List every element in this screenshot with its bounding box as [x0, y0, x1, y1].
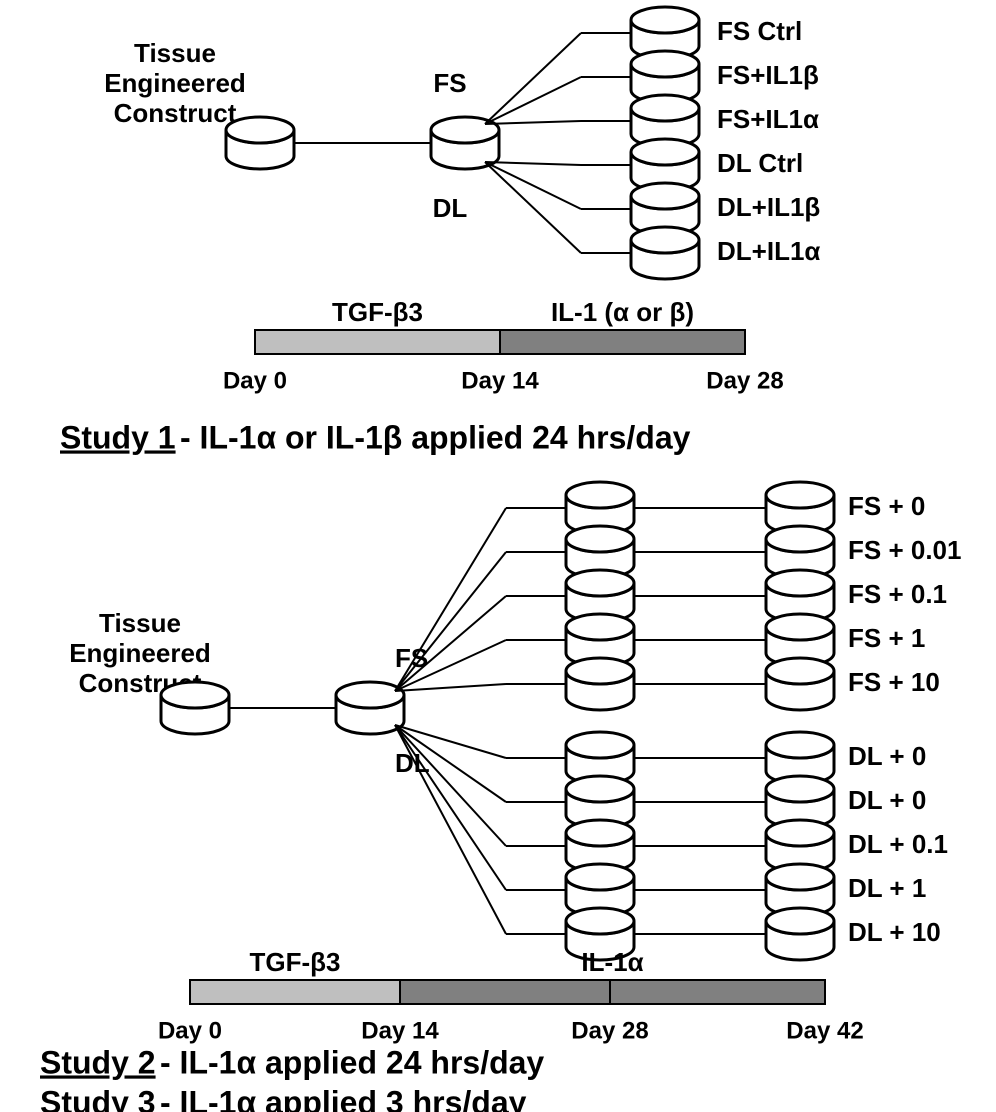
outcome-label: FS + 0.01 — [848, 535, 961, 565]
fan-line — [485, 162, 581, 165]
outcome-label: DL + 0 — [848, 741, 926, 771]
source-label: Engineered — [69, 638, 211, 668]
tick-label: Day 14 — [361, 1017, 439, 1044]
outcome-label: DL + 0 — [848, 785, 926, 815]
fan-line — [485, 121, 581, 124]
timeline-phase1 — [255, 330, 500, 354]
tick-label: Day 28 — [706, 367, 783, 394]
outcome-disc — [766, 908, 834, 960]
study1-title-rest: - IL-1α or IL-1β applied 24 hrs/day — [180, 419, 691, 455]
source-label: Tissue — [99, 608, 181, 638]
study3-title-rest: - IL-1α applied 3 hrs/day — [160, 1084, 527, 1112]
mid-disc — [336, 682, 404, 734]
outcome-disc — [566, 658, 634, 710]
timeline-phase1 — [190, 980, 400, 1004]
outcome-label: DL+IL1α — [717, 236, 820, 266]
source-label: Construct — [114, 98, 237, 128]
tick-label: Day 42 — [786, 1017, 863, 1044]
tick-label: Day 0 — [223, 367, 287, 394]
fan-line — [485, 77, 581, 124]
outcome-disc — [766, 658, 834, 710]
fs-label: FS — [395, 643, 428, 673]
outcome-label: DL+IL1β — [717, 192, 820, 222]
fan-line — [485, 33, 581, 124]
fan-line — [395, 725, 506, 890]
phase-label: IL-1α — [581, 947, 643, 977]
timeline-phase2 — [400, 980, 825, 1004]
source-disc — [226, 117, 294, 169]
source-disc — [161, 682, 229, 734]
outcome-label: DL + 1 — [848, 873, 926, 903]
outcome-label: FS + 0.1 — [848, 579, 947, 609]
fan-line — [395, 508, 506, 691]
outcome-label: FS + 1 — [848, 623, 925, 653]
fan-line — [395, 552, 506, 691]
dl-label: DL — [433, 193, 468, 223]
outcome-label: FS Ctrl — [717, 16, 802, 46]
outcome-label: DL + 10 — [848, 917, 941, 947]
outcome-label: DL + 0.1 — [848, 829, 948, 859]
outcome-label: DL Ctrl — [717, 148, 803, 178]
study1-title-prefix: Study 1 — [60, 419, 176, 455]
phase-label: TGF-β3 — [332, 297, 423, 327]
outcome-label: FS + 0 — [848, 491, 925, 521]
fan-line — [395, 684, 506, 691]
tick-label: Day 14 — [461, 367, 539, 394]
outcome-disc — [631, 227, 699, 279]
fan-line — [485, 162, 581, 209]
source-label: Engineered — [104, 68, 246, 98]
fs-label: FS — [433, 68, 466, 98]
fan-line — [485, 162, 581, 253]
phase-label: IL-1 (α or β) — [551, 297, 694, 327]
source-label: Tissue — [134, 38, 216, 68]
outcome-label: FS + 10 — [848, 667, 940, 697]
outcome-label: FS+IL1α — [717, 104, 819, 134]
timeline-phase2 — [500, 330, 745, 354]
diagram-canvas: TissueEngineeredConstructFSDLFS CtrlFS+I… — [0, 0, 996, 1112]
study2-title-rest: - IL-1α applied 24 hrs/day — [160, 1044, 544, 1080]
fan-line — [395, 725, 506, 934]
study3-title-prefix: Study 3 — [40, 1084, 156, 1112]
phase-label: TGF-β3 — [250, 947, 341, 977]
tick-label: Day 0 — [158, 1017, 222, 1044]
outcome-label: FS+IL1β — [717, 60, 819, 90]
tick-label: Day 28 — [571, 1017, 648, 1044]
study2-title-prefix: Study 2 — [40, 1044, 156, 1080]
